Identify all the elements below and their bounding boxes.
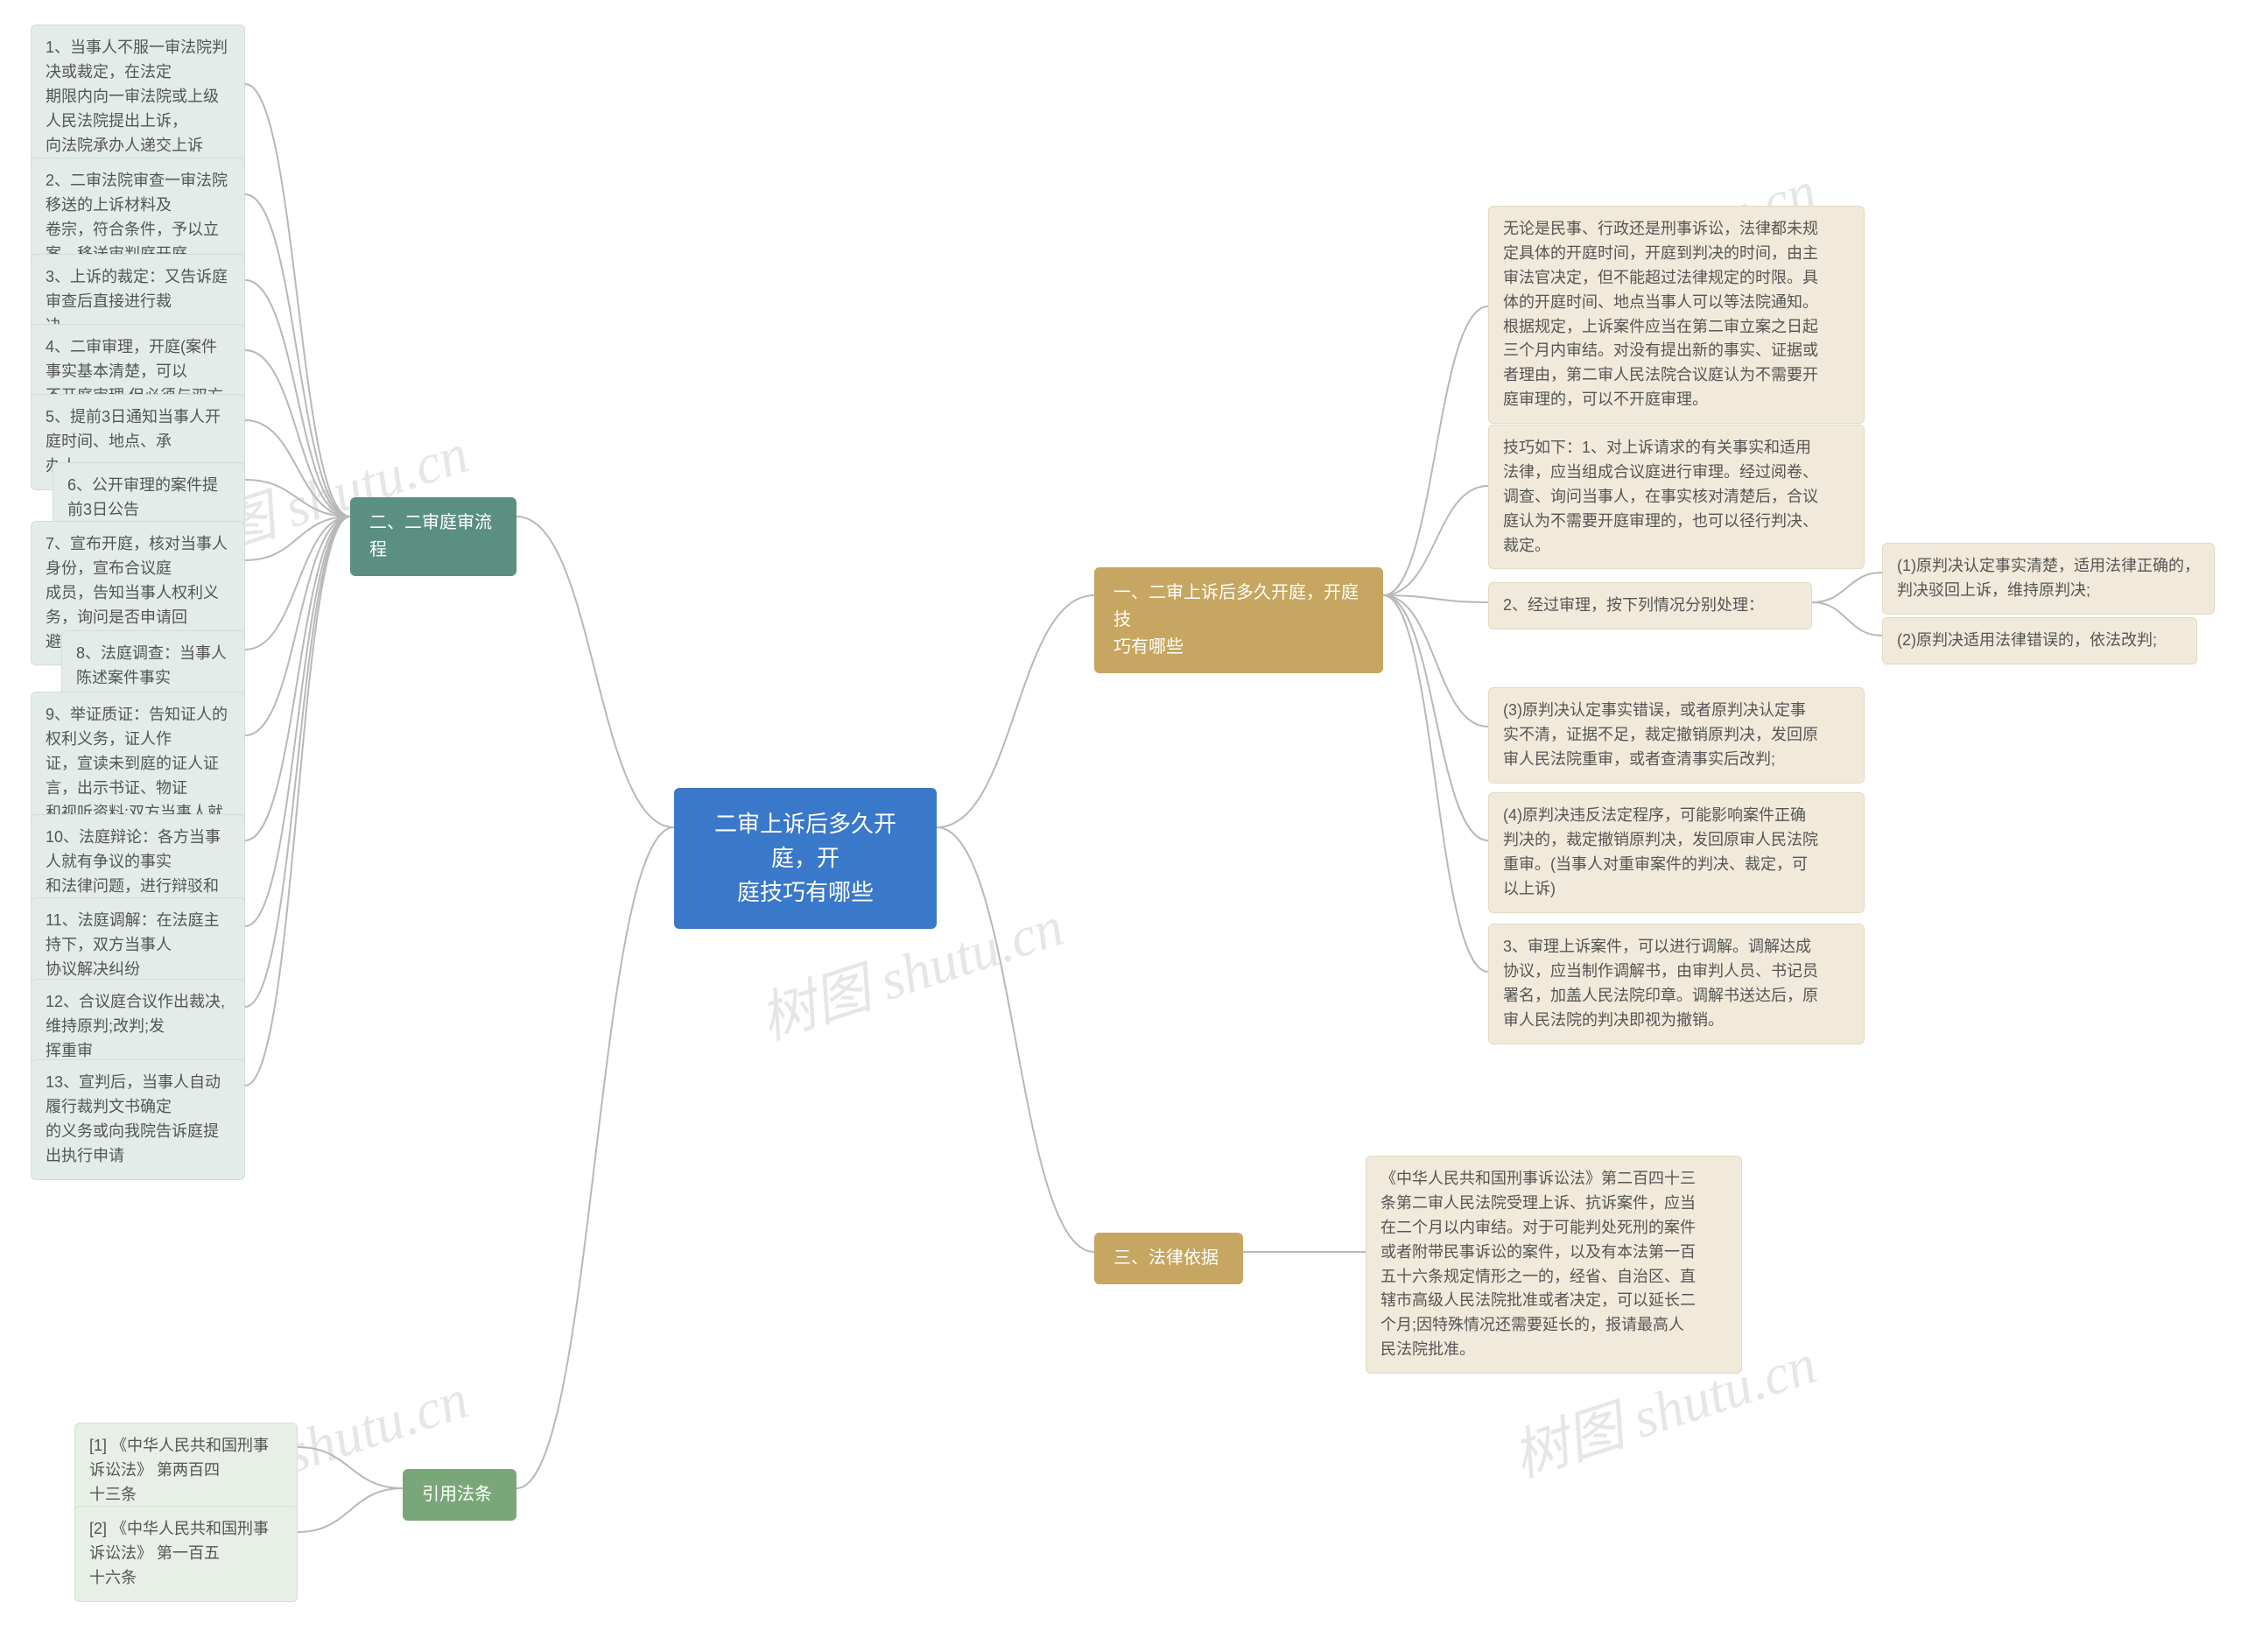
connectors	[0, 0, 2241, 1652]
leaf-node[interactable]: (4)原判决违反法定程序，可能影响案件正确判决的，裁定撤销原判决，发回原审人民法…	[1488, 792, 1865, 913]
branch-section1[interactable]: 一、二审上诉后多久开庭，开庭技巧有哪些	[1094, 567, 1383, 673]
leaf-node[interactable]: (2)原判决适用法律错误的，依法改判;	[1882, 617, 2197, 664]
branch-section3[interactable]: 三、法律依据	[1094, 1233, 1243, 1284]
leaf-node[interactable]: 3、审理上诉案件，可以进行调解。调解达成协议，应当制作调解书，由审判人员、书记员…	[1488, 924, 1865, 1044]
leaf-node[interactable]: (1)原判决认定事实清楚，适用法律正确的，判决驳回上诉，维持原判决;	[1882, 543, 2215, 615]
leaf-node[interactable]: 《中华人民共和国刑事诉讼法》第二百四十三条第二审人民法院受理上诉、抗诉案件，应当…	[1366, 1156, 1742, 1374]
leaf-node[interactable]: (3)原判决认定事实错误，或者原判决认定事实不清，证据不足，裁定撤销原判决，发回…	[1488, 687, 1865, 784]
leaf-node[interactable]: [1] 《中华人民共和国刑事诉讼法》 第两百四十三条	[74, 1423, 298, 1519]
branch-citations[interactable]: 引用法条	[403, 1469, 516, 1521]
mindmap-canvas: 树图 shutu.cn 树图 shutu.cn 树图 shutu.cn 树图 s…	[0, 0, 2241, 1652]
branch-section2[interactable]: 二、二审庭审流程	[350, 497, 516, 576]
leaf-node[interactable]: [2] 《中华人民共和国刑事诉讼法》 第一百五十六条	[74, 1506, 298, 1602]
leaf-node[interactable]: 2、经过审理，按下列情况分别处理：	[1488, 582, 1812, 629]
leaf-node[interactable]: 无论是民事、行政还是刑事诉讼，法律都未规定具体的开庭时间，开庭到判决的时间，由主…	[1488, 206, 1865, 424]
leaf-node[interactable]: 13、宣判后，当事人自动履行裁判文书确定的义务或向我院告诉庭提出执行申请	[31, 1059, 245, 1180]
root-node[interactable]: 二审上诉后多久开庭，开庭技巧有哪些	[674, 788, 937, 929]
leaf-node[interactable]: 技巧如下：1、对上诉请求的有关事实和适用法律，应当组成合议庭进行审理。经过阅卷、…	[1488, 425, 1865, 569]
